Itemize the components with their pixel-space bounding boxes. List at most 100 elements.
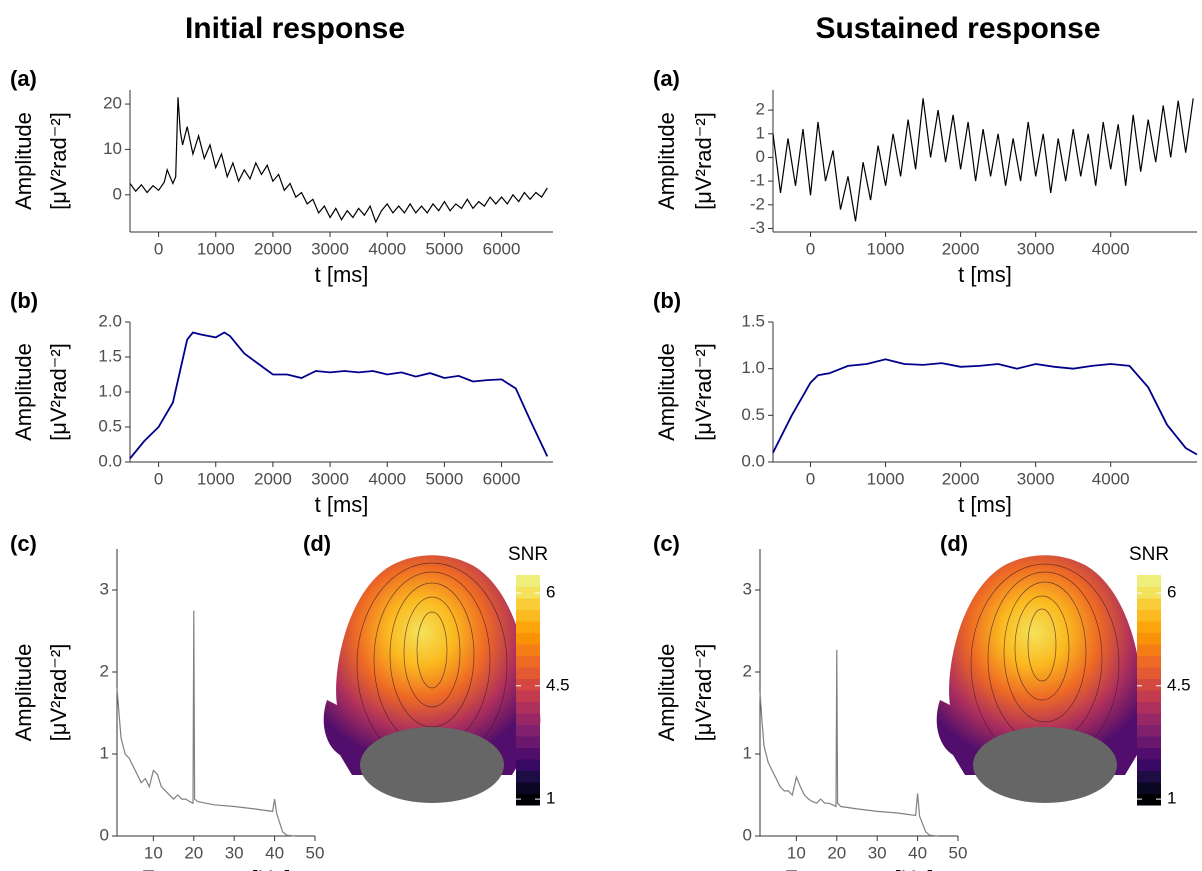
y-tick-label: 3 xyxy=(743,579,752,598)
colorbar-title: SNR xyxy=(508,544,548,565)
x-axis-label: t [ms] xyxy=(958,262,1012,287)
colorbar-band xyxy=(516,736,540,748)
colorbar-band xyxy=(516,759,540,771)
head-topography xyxy=(323,555,541,803)
colorbar-band xyxy=(516,575,540,587)
colorbar-band xyxy=(516,782,540,794)
x-tick-label: 4000 xyxy=(368,469,406,488)
x-tick-label: 6000 xyxy=(483,469,521,488)
y-tick-label: 0.0 xyxy=(98,451,122,470)
colorbar-band xyxy=(516,644,540,656)
panel-label: (a) xyxy=(10,66,37,91)
y-axis-label: Amplitude xyxy=(654,112,679,210)
colorbar-band xyxy=(516,609,540,622)
x-tick-label: 1000 xyxy=(197,469,235,488)
panel-label: (d) xyxy=(303,531,331,556)
panel-label: (c) xyxy=(653,531,680,556)
x-tick-label: 3000 xyxy=(1017,239,1055,258)
colorbar-band xyxy=(516,621,540,633)
colorbar-band xyxy=(1137,667,1161,679)
x-tick-label: 50 xyxy=(949,843,968,862)
y-tick-label: 1 xyxy=(743,743,752,762)
colorbar-tick-label: 6 xyxy=(546,583,555,602)
y-tick-label: 3 xyxy=(100,579,109,598)
y-tick-label: 2 xyxy=(743,661,752,680)
y-axis-unit: [μV²rad⁻²] xyxy=(691,112,716,210)
x-tick-label: 0 xyxy=(154,239,163,258)
y-tick-label: 2 xyxy=(756,100,765,119)
x-tick-label: 20 xyxy=(827,843,846,862)
colorbar-band xyxy=(1137,678,1161,691)
y-axis-label: Amplitude xyxy=(11,644,36,742)
x-axis-label: Frequency [Hz] xyxy=(784,866,933,871)
x-tick-label: 6000 xyxy=(483,239,521,258)
x-tick-label: 4000 xyxy=(368,239,406,258)
neck xyxy=(360,727,504,803)
x-tick-label: 1000 xyxy=(197,239,235,258)
colorbar-band xyxy=(1137,632,1161,645)
y-axis-label: Amplitude xyxy=(654,343,679,441)
colorbar-tick-label: 4.5 xyxy=(546,675,570,694)
colorbar-title: SNR xyxy=(1129,544,1169,565)
colorbar-band xyxy=(1137,770,1161,783)
x-tick-label: 10 xyxy=(144,843,163,862)
x-tick-label: 0 xyxy=(806,469,815,488)
x-tick-label: 20 xyxy=(184,843,203,862)
x-axis-label: t [ms] xyxy=(958,492,1012,517)
colorbar-tick-label: 4.5 xyxy=(1167,675,1191,694)
colorbar-band xyxy=(516,678,540,691)
x-tick-label: 1000 xyxy=(867,239,905,258)
x-tick-label: 10 xyxy=(787,843,806,862)
colorbar-band xyxy=(1137,713,1161,725)
x-tick-label: 50 xyxy=(306,843,325,862)
x-tick-label: 5000 xyxy=(425,469,463,488)
y-tick-label: 2.0 xyxy=(98,311,122,330)
x-tick-label: 0 xyxy=(154,469,163,488)
data-line xyxy=(772,358,1198,456)
panel-label: (b) xyxy=(10,288,38,313)
y-tick-label: 1.0 xyxy=(741,358,765,377)
colorbar-band xyxy=(1137,736,1161,748)
y-tick-label: 1.5 xyxy=(98,346,122,365)
colorbar-band xyxy=(516,690,540,702)
colorbar-band xyxy=(1137,759,1161,771)
colorbar-band xyxy=(1137,690,1161,702)
colorbar-band xyxy=(1137,609,1161,622)
colorbar-band xyxy=(516,655,540,668)
panel-label: (c) xyxy=(10,531,37,556)
y-tick-label: 20 xyxy=(103,94,122,113)
y-tick-label: 0.5 xyxy=(98,416,122,435)
neck xyxy=(973,727,1117,803)
x-tick-label: 40 xyxy=(265,843,284,862)
column-title: Sustained response xyxy=(815,12,1100,45)
x-axis-label: Frequency [Hz] xyxy=(141,866,290,871)
panel-label: (d) xyxy=(940,531,968,556)
y-axis-unit: [μV²rad⁻²] xyxy=(46,343,71,441)
x-tick-label: 4000 xyxy=(1092,239,1130,258)
colorbar-band xyxy=(1137,575,1161,587)
y-tick-label: 1.5 xyxy=(741,311,765,330)
x-tick-label: 3000 xyxy=(311,469,349,488)
colorbar-tick-label: 1 xyxy=(1167,789,1176,808)
colorbar-tick-label: 6 xyxy=(1167,583,1176,602)
data-line xyxy=(116,610,295,837)
x-tick-label: 2000 xyxy=(254,469,292,488)
colorbar-band xyxy=(516,632,540,645)
colorbar-band xyxy=(516,667,540,679)
x-tick-label: 5000 xyxy=(425,239,463,258)
colorbar-band xyxy=(516,713,540,725)
y-tick-label: -2 xyxy=(750,194,765,213)
colorbar-band xyxy=(1137,586,1161,599)
x-tick-label: 3000 xyxy=(311,239,349,258)
colorbar-band xyxy=(1137,621,1161,633)
data-line xyxy=(759,649,938,837)
y-tick-label: -1 xyxy=(750,171,765,190)
y-tick-label: 0.0 xyxy=(741,451,765,470)
colorbar-band xyxy=(516,793,540,806)
column-title: Initial response xyxy=(185,12,405,45)
colorbar-band xyxy=(1137,644,1161,656)
colorbar-band xyxy=(1137,782,1161,794)
x-tick-label: 0 xyxy=(806,239,815,258)
panel-label: (a) xyxy=(653,66,680,91)
